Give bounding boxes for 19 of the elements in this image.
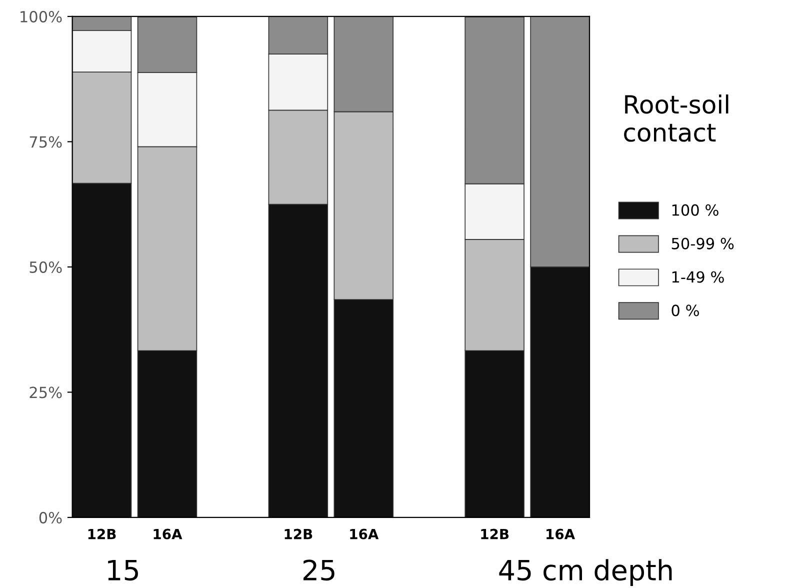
text: 25 bbox=[303, 560, 334, 581]
text: 15 bbox=[108, 560, 138, 581]
x-tick-label: 12B bbox=[481, 528, 509, 540]
y-tick-label: 100% bbox=[20, 10, 62, 22]
y-tick-label: 50% bbox=[30, 261, 62, 273]
legend-label: 100 % bbox=[672, 204, 718, 216]
x-tick-label: 12B bbox=[88, 528, 116, 540]
y-tick-label: 25% bbox=[30, 386, 62, 398]
x-tick-label: 16A bbox=[546, 528, 576, 540]
text: 45 cm depth bbox=[499, 559, 672, 586]
x-tick-label: 12B bbox=[284, 528, 312, 540]
legend-label: 50-99 % bbox=[672, 238, 734, 250]
legend-label: 0 % bbox=[672, 304, 699, 316]
legend-title: Root-soil contact bbox=[624, 94, 728, 142]
y-tick-label: 0% bbox=[39, 512, 62, 524]
x-tick-label: 16A bbox=[154, 528, 182, 540]
y-tick-label: 75% bbox=[30, 136, 62, 148]
x-tick-label: 16A bbox=[350, 528, 379, 540]
legend-label: 1-49 % bbox=[672, 271, 724, 283]
